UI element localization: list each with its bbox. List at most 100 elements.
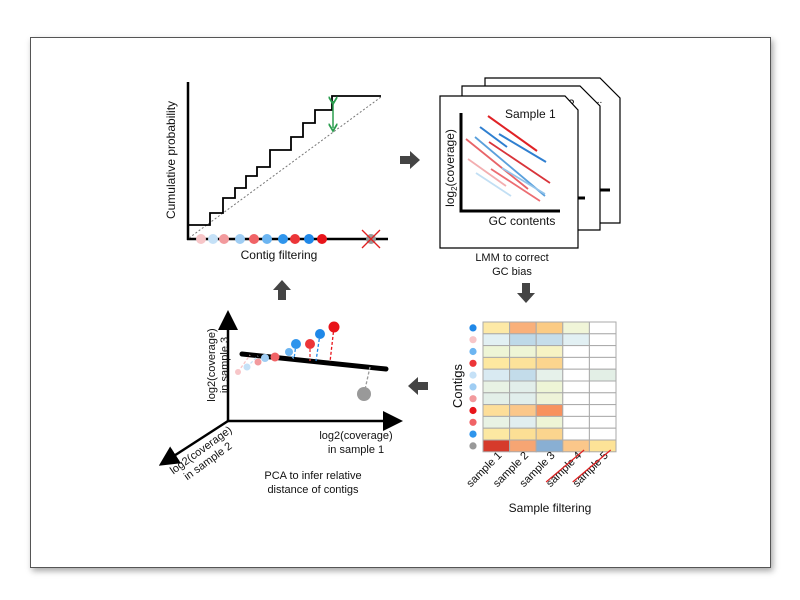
contig-row-dot	[469, 395, 477, 403]
heatmap-cell	[562, 321, 590, 335]
pca-points	[235, 321, 371, 401]
heatmap-cell	[588, 427, 617, 441]
lmm-caption-line2: GC bias	[492, 266, 532, 278]
z-axis-label-line1: log2(coverage)	[206, 328, 218, 401]
arrow-down-icon	[517, 283, 535, 303]
regression-line	[498, 133, 547, 163]
regression-line	[490, 168, 541, 202]
heatmap-cell	[509, 333, 537, 347]
figure-frame	[30, 37, 771, 568]
heatmap-cell	[509, 427, 537, 441]
panel-caption: Contig filtering	[241, 248, 318, 262]
lmm-x-axis-label: GC contents	[489, 214, 556, 228]
heatmap-cell	[535, 321, 564, 335]
y-axis-label: Cumulative probability	[164, 101, 178, 219]
contig-dot	[304, 234, 314, 244]
heatmap-cell	[509, 356, 537, 370]
projection-line	[315, 333, 321, 362]
contig-dot	[196, 234, 206, 244]
heatmap-cell	[588, 345, 617, 358]
z-axis-label-line2: in sample 3	[219, 337, 231, 393]
regression-line	[488, 141, 551, 184]
flow-arrows	[273, 151, 535, 395]
heatmap-grid	[482, 321, 617, 453]
pca-caption-line1: PCA to infer relative	[264, 470, 361, 482]
heatmap-cell	[509, 380, 537, 394]
strike-through-mark	[545, 449, 585, 483]
contig-point	[254, 358, 262, 366]
heatmap-cell	[562, 380, 590, 394]
contig-row-dots	[469, 324, 477, 450]
heatmap-cell	[588, 368, 617, 382]
contigs-axis-label: Contigs	[450, 363, 465, 408]
heatmap-cell	[562, 368, 590, 382]
pca-panel: log2(coverage) in sample 3 log2(coverage…	[158, 310, 403, 496]
contig-row-dot	[469, 371, 477, 379]
heatmap-cell	[588, 356, 617, 370]
heatmap-cell	[482, 415, 511, 429]
contig-row-dot	[469, 336, 477, 344]
heatmap-cell	[482, 321, 511, 335]
heatmap-cell	[482, 392, 511, 406]
heatmap-cell	[482, 368, 511, 382]
contig-dot	[317, 234, 327, 244]
contig-dot	[290, 234, 300, 244]
heatmap-cell	[482, 404, 511, 417]
heatmap-cell	[535, 380, 564, 394]
contig-row-dot	[469, 418, 477, 426]
heatmap-cell	[562, 427, 590, 441]
heatmap-cell	[535, 345, 564, 358]
contig-row-dot	[469, 430, 477, 438]
contig-row-dot	[469, 324, 477, 332]
heatmap-cell	[588, 392, 617, 406]
heatmap-cell	[588, 380, 617, 394]
x-axis-label-line2: in sample 1	[328, 444, 384, 456]
heatmap-cell	[482, 333, 511, 347]
lmm-y-axis-label: log2(coverage)	[443, 129, 459, 207]
heatmap-cell	[509, 415, 537, 429]
heatmap-cell	[588, 321, 617, 335]
heatmap-cell	[535, 333, 564, 347]
heatmap-cell	[535, 392, 564, 406]
contig-filtering-panel: Cumulative probability Contig filtering	[164, 82, 388, 262]
regression-line	[467, 158, 507, 187]
heatmap-cell	[535, 404, 564, 417]
contig-point	[285, 348, 293, 356]
x-axis-label-line1: log2(coverage)	[319, 430, 392, 442]
regression-line	[475, 172, 512, 197]
contig-point	[315, 329, 325, 339]
heatmap-caption: Sample filtering	[509, 501, 592, 515]
heatmap-cell	[588, 333, 617, 347]
contig-row-dot	[469, 383, 477, 391]
heatmap-cell	[535, 368, 564, 382]
regression-line	[479, 126, 508, 148]
contig-dot	[262, 234, 272, 244]
contig-point	[261, 354, 269, 362]
contig-dot	[278, 234, 288, 244]
contig-dot	[235, 234, 245, 244]
lmm-caption-line1: LMM to correct	[475, 252, 548, 264]
arrow-left-icon	[408, 377, 428, 395]
heatmap-cell	[562, 415, 590, 429]
contig-dot	[208, 234, 218, 244]
contig-dot	[219, 234, 229, 244]
heatmap-cell	[482, 356, 511, 370]
contig-dot	[249, 234, 259, 244]
heatmap-cell	[562, 345, 590, 358]
heatmap-cell	[562, 333, 590, 347]
contig-point	[305, 339, 315, 349]
contig-point	[243, 363, 251, 371]
contig-point	[357, 387, 371, 401]
heatmap-cell	[588, 404, 617, 417]
pca-caption-line2: distance of contigs	[267, 484, 359, 496]
contig-row-dot	[469, 442, 477, 450]
heatmap-cell	[509, 404, 537, 417]
contig-point	[235, 369, 241, 375]
contig-row-dot	[469, 406, 477, 415]
arrow-up-icon	[273, 280, 291, 300]
contig-point	[291, 339, 301, 349]
heatmap-cell	[509, 392, 537, 406]
sample-label: Sample 1	[505, 107, 556, 121]
